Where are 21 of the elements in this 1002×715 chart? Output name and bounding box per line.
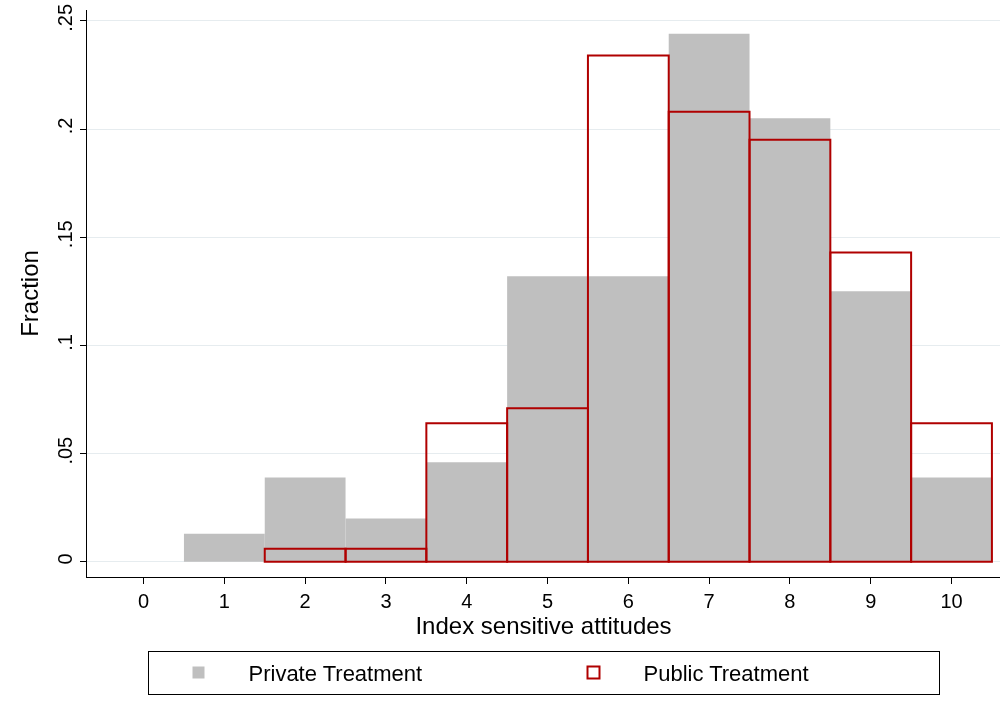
x-tick-label: 0 [138,590,150,612]
y-tick-label: .15 [54,220,76,249]
x-tick-label: 1 [218,590,230,612]
x-tick-label: 10 [940,590,963,612]
y-tick-label: 0 [54,553,76,565]
legend-label: Private Treatment [248,661,423,687]
x-tick-label: 6 [622,590,634,612]
x-tick-label: 2 [299,590,311,612]
x-tick-label: 9 [865,590,877,612]
x-tick-label: 7 [703,590,715,612]
y-axis-title: Fraction [16,250,44,337]
x-axis-title: Index sensitive attitudes [415,612,672,639]
x-tick-label: 8 [784,590,796,612]
y-tick-label: .2 [54,117,76,135]
x-tick-label: 3 [380,590,392,612]
y-tick-label: .25 [54,3,76,32]
y-tick-label: .1 [54,334,76,351]
y-tick-label: .05 [54,436,76,465]
x-tick-label: 5 [541,590,554,612]
legend-label: Public Treatment [643,661,809,687]
x-tick-label: 4 [461,590,473,612]
